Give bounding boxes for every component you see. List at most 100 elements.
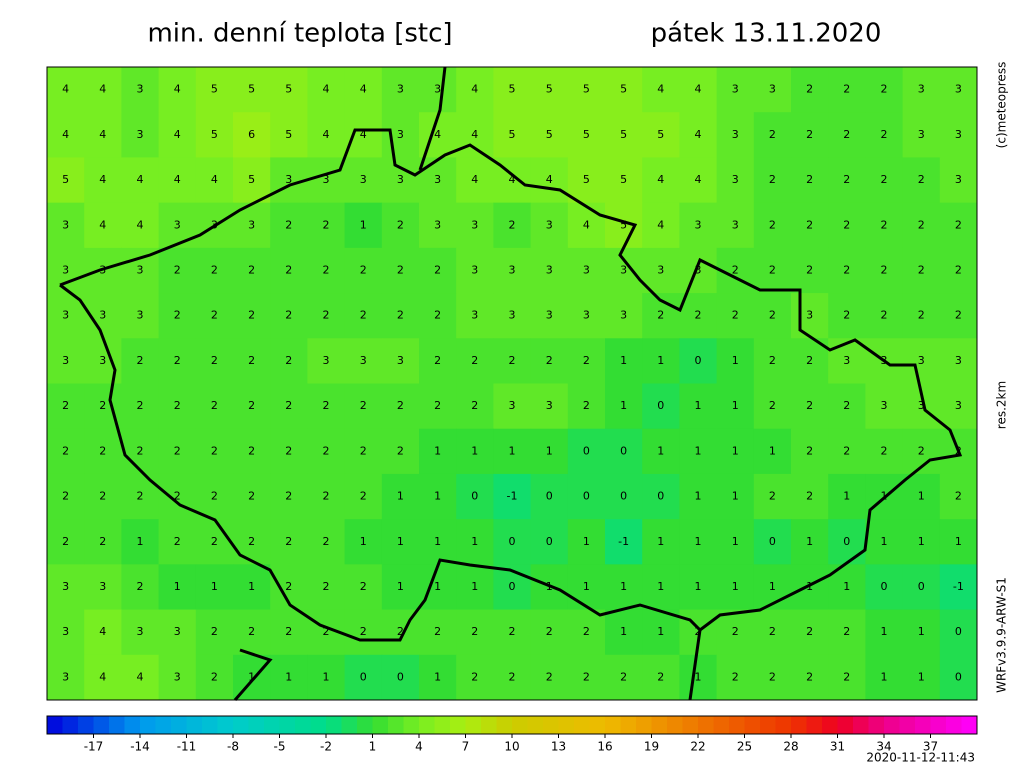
colorbar-segment <box>62 716 79 734</box>
colorbar-segment <box>186 716 203 734</box>
grid-value: 4 <box>99 625 106 638</box>
grid-value: 2 <box>843 173 850 186</box>
grid-cell <box>567 609 606 656</box>
grid-cell <box>567 247 606 294</box>
grid-value: 5 <box>211 83 218 96</box>
colorbar-segment <box>388 716 404 734</box>
grid-value: 2 <box>881 83 888 96</box>
grid-value: 2 <box>732 263 739 276</box>
grid-cell <box>84 564 122 611</box>
grid-value: 5 <box>583 173 590 186</box>
grid-value: 4 <box>62 128 69 141</box>
grid-value: 1 <box>620 399 627 412</box>
colorbar-tick-label: 13 <box>551 740 566 754</box>
grid-cell <box>493 338 532 384</box>
grid-cell <box>158 293 197 339</box>
colorbar-tick-label: -2 <box>320 740 332 754</box>
grid-value: 2 <box>323 263 330 276</box>
grid-value: 5 <box>285 83 292 96</box>
grid-cell <box>939 564 978 611</box>
colorbar-tick-label: 28 <box>783 740 798 754</box>
grid-value: 2 <box>248 444 255 457</box>
grid-value: 3 <box>509 399 516 412</box>
grid-cell <box>530 112 569 158</box>
grid-cell <box>456 338 494 384</box>
grid-value: 3 <box>955 128 962 141</box>
grid-value: 4 <box>99 128 106 141</box>
grid-value: 4 <box>657 173 664 186</box>
grid-cell <box>381 428 420 475</box>
grid-cell <box>419 202 457 249</box>
grid-cell <box>642 564 680 611</box>
grid-cell <box>307 157 346 204</box>
grid-cell <box>456 157 494 204</box>
grid-value: 4 <box>99 83 106 96</box>
grid-value: 2 <box>434 263 441 276</box>
grid-cell <box>456 654 494 701</box>
grid-value: 2 <box>285 490 292 503</box>
grid-value: 1 <box>769 580 776 593</box>
grid-value: 3 <box>137 263 144 276</box>
grid-cell <box>381 473 420 520</box>
grid-value: 2 <box>918 218 925 231</box>
grid-value: 0 <box>918 580 925 593</box>
colorbar-segment <box>791 716 807 734</box>
grid-value: 3 <box>620 309 627 322</box>
grid-value: 2 <box>99 490 106 503</box>
grid-cell <box>605 473 643 520</box>
model: WRFv3.9.9-ARW-S1 <box>995 577 1009 693</box>
grid-value: 2 <box>843 670 850 683</box>
grid-cell <box>47 202 85 249</box>
grid-cell <box>493 609 532 656</box>
colorbar-tick-label: -8 <box>227 740 239 754</box>
grid-cell <box>158 338 197 384</box>
grid-cell <box>419 609 457 656</box>
grid-cell <box>158 157 197 204</box>
grid-value: 2 <box>137 490 144 503</box>
colorbar-tick-label: 19 <box>644 740 659 754</box>
grid-cell <box>567 67 606 113</box>
colorbar-segment <box>884 716 900 734</box>
colorbar-segment <box>78 716 94 734</box>
grid-value: 2 <box>174 309 181 322</box>
grid-cell <box>307 654 346 701</box>
grid-value: 3 <box>732 83 739 96</box>
grid-value: 0 <box>769 535 776 548</box>
grid-cell <box>158 112 197 158</box>
grid-value: 5 <box>657 128 664 141</box>
grid-value: 3 <box>695 263 702 276</box>
grid-cell <box>679 428 718 475</box>
colorbar-segment <box>295 716 311 734</box>
grid-value: 2 <box>360 444 367 457</box>
grid-cell <box>791 112 829 158</box>
grid-value: -1 <box>618 535 629 548</box>
grid-cell <box>121 293 160 339</box>
grid-cell <box>567 112 606 158</box>
grid-value: 2 <box>285 399 292 412</box>
grid-value: 4 <box>695 128 702 141</box>
colorbar-segment <box>543 716 559 734</box>
grid-value: 2 <box>471 625 478 638</box>
grid-value: 1 <box>918 490 925 503</box>
grid-value: 2 <box>397 218 404 231</box>
grid-value: 4 <box>471 173 478 186</box>
grid-value: 5 <box>62 173 69 186</box>
grid-cell <box>865 67 904 113</box>
grid-cell <box>865 157 904 204</box>
grid-value: 2 <box>99 444 106 457</box>
grid-cell <box>530 519 569 565</box>
grid-cell <box>121 564 160 611</box>
grid-value: 1 <box>620 625 627 638</box>
grid-cell <box>381 293 420 339</box>
grid-cell <box>753 473 792 520</box>
grid-value: 2 <box>397 263 404 276</box>
grid-cell <box>902 67 941 113</box>
grid-value: 1 <box>397 580 404 593</box>
grid-value: 4 <box>583 218 590 231</box>
grid-value: 3 <box>471 218 478 231</box>
grid-cell <box>865 654 904 701</box>
grid-value: 1 <box>657 625 664 638</box>
grid-value: 3 <box>174 625 181 638</box>
grid-cell <box>47 157 85 204</box>
grid-value: 2 <box>248 309 255 322</box>
